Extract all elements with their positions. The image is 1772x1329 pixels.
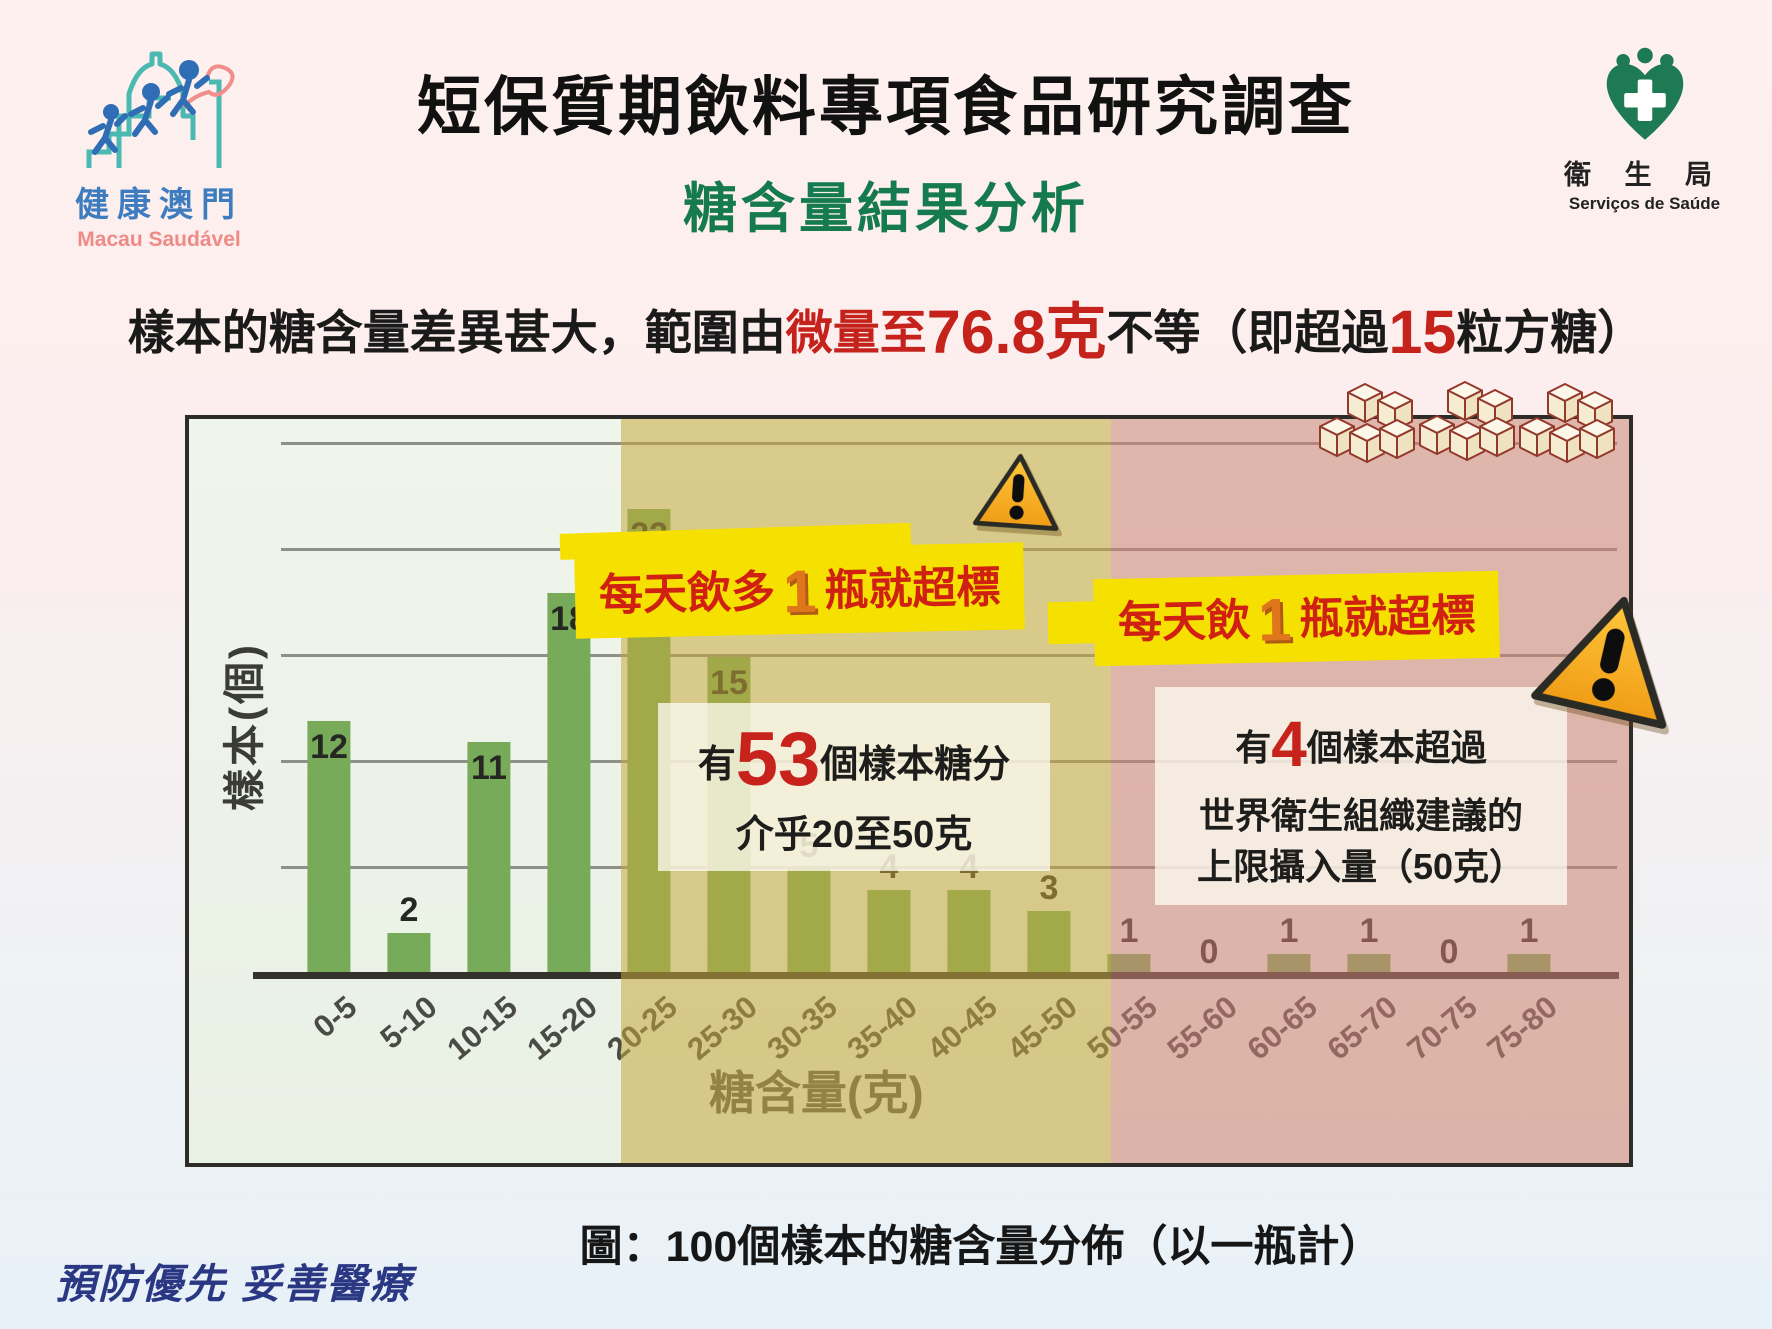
banner-text: 瓶就超標: [823, 562, 1001, 616]
y-axis-title: 樣本(個): [221, 642, 268, 811]
infobox-text: 有: [697, 744, 736, 786]
infobox-text: 有: [1235, 727, 1272, 769]
banner-text: 每天飲: [1117, 595, 1251, 648]
x-tick-label: 70-75: [1400, 989, 1484, 1067]
page-title: 短保質期飲料專項食品研究調查: [417, 71, 1355, 143]
bar-value-label: 0: [1199, 933, 1219, 971]
bar-value-label: 2: [399, 891, 419, 929]
logo-right-name-zh: 衛 生 局: [1563, 160, 1725, 190]
bar: [787, 869, 831, 975]
x-axis-title: 糖含量(克): [709, 1067, 924, 1119]
bar-value-label: 1: [1519, 912, 1539, 950]
infobox-number: 53: [735, 717, 821, 802]
healthy-macau-logo-icon: [86, 51, 235, 168]
infobox-53-samples: 有53個樣本糖分 介乎20至50克: [658, 703, 1050, 871]
figure-caption: 圖：100個樣本的糖含量分佈（以一瓶計）: [579, 1223, 1383, 1271]
sugar-distribution-chart: 120-525-101110-151815-202220-251525-3053…: [185, 381, 1633, 1167]
bar-column: 15 25-30: [680, 419, 769, 1067]
bar-column: 12 0-5: [289, 419, 369, 1045]
bar-column: 2220-25: [600, 419, 689, 1067]
banner-number: 1: [1257, 586, 1293, 654]
infobox-text: 上限攝入量（50克）: [1196, 846, 1526, 888]
bar-column: 435-40: [840, 419, 929, 1067]
x-tick-label: 45-50: [1000, 989, 1084, 1067]
infobox-text: 世界衛生組織建議的: [1198, 795, 1523, 837]
bar-column: 2 5-10: [369, 419, 449, 1056]
bar: [387, 933, 431, 975]
health-bureau-logo: 衛 生 局 Serviços de Saúde: [1552, 44, 1737, 214]
x-tick-label: 55-60: [1160, 989, 1244, 1067]
warning-triangle-icon: [968, 446, 1068, 538]
banner-text: 每天飲多: [598, 567, 776, 621]
x-tick-label: 30-35: [760, 989, 844, 1067]
x-tick-label: 25-30: [680, 989, 764, 1067]
bar: [1027, 911, 1071, 975]
x-tick-label: 15-20: [520, 989, 604, 1067]
logo-left-name-zh: 健康澳門: [75, 186, 243, 224]
intro-red-small: 微量至: [785, 306, 927, 359]
intro-max-value: 76.8克: [926, 298, 1107, 366]
infobox-text: 個樣本糖分: [820, 744, 1011, 786]
x-tick-label: 5-10: [373, 989, 444, 1056]
x-tick-label: 50-55: [1080, 989, 1164, 1067]
sugar-cubes-icon: [1319, 381, 1615, 463]
bar: [467, 742, 511, 975]
x-tick-label: 65-70: [1320, 989, 1404, 1067]
intro-part3: 粒方糖）: [1456, 306, 1645, 359]
page-subtitle: 糖含量結果分析: [683, 179, 1089, 239]
intro-part2: 不等（即超過: [1106, 306, 1389, 359]
bar: [947, 890, 991, 975]
logo-right-name-pt: Serviços de Saúde: [1568, 194, 1721, 213]
bar: [867, 890, 911, 975]
x-tick-label: 75-80: [1480, 989, 1564, 1067]
infobox-text: 個樣本超過: [1306, 727, 1487, 769]
x-axis-line: [253, 972, 1619, 979]
intro-part1: 樣本的糖含量差異甚大，範圍由: [127, 306, 786, 359]
bar-value-label: 15: [710, 664, 748, 702]
bar-value-label: 11: [471, 749, 507, 787]
infobox-text: 介乎20至50克: [735, 814, 973, 856]
healthy-macau-logo: 健康澳門 Macau Saudável: [48, 20, 270, 252]
x-tick-label: 60-65: [1240, 989, 1324, 1067]
x-tick-label: 0-5: [306, 989, 364, 1045]
banner-one-bottle: 每天飲 1 瓶就超標: [1093, 570, 1501, 667]
x-tick-label: 10-15: [440, 989, 524, 1067]
bar-value-label: 3: [1039, 869, 1059, 907]
bar-value-label: 12: [310, 728, 348, 766]
health-bureau-logo-icon: [1606, 44, 1683, 140]
intro-sentence: 樣本的糖含量差異甚大，範圍由微量至76.8克不等（即超過15粒方糖）: [0, 282, 1772, 371]
x-tick-label: 20-25: [600, 989, 684, 1067]
bar-column: 530-35: [760, 419, 849, 1067]
x-tick-label: 40-45: [920, 989, 1004, 1067]
infobox-number: 4: [1271, 708, 1307, 781]
bar-column: 18 15-20: [520, 419, 609, 1067]
bar: [547, 593, 591, 975]
bar-column: 11 10-15: [440, 419, 529, 1067]
x-tick-label: 35-40: [840, 989, 924, 1067]
banner-text: 瓶就超標: [1298, 591, 1476, 644]
bar-value-label: 0: [1439, 933, 1459, 971]
banner-over-one-bottle: 每天飲多 1 瓶就超標: [574, 542, 1026, 639]
banner-number: 1: [782, 557, 818, 626]
bar: [307, 721, 351, 975]
bar-value-label: 1: [1119, 912, 1139, 950]
bar-value-label: 1: [1359, 912, 1379, 950]
footer-slogan: 預防優先 妥善醫療: [55, 1261, 413, 1307]
infobox-4-samples: 有4個樣本超過 世界衛生組織建議的 上限攝入量（50克）: [1155, 687, 1567, 905]
intro-cube-count: 15: [1388, 298, 1457, 366]
bar-value-label: 1: [1279, 912, 1299, 950]
logo-left-name-pt: Macau Saudável: [77, 228, 241, 251]
